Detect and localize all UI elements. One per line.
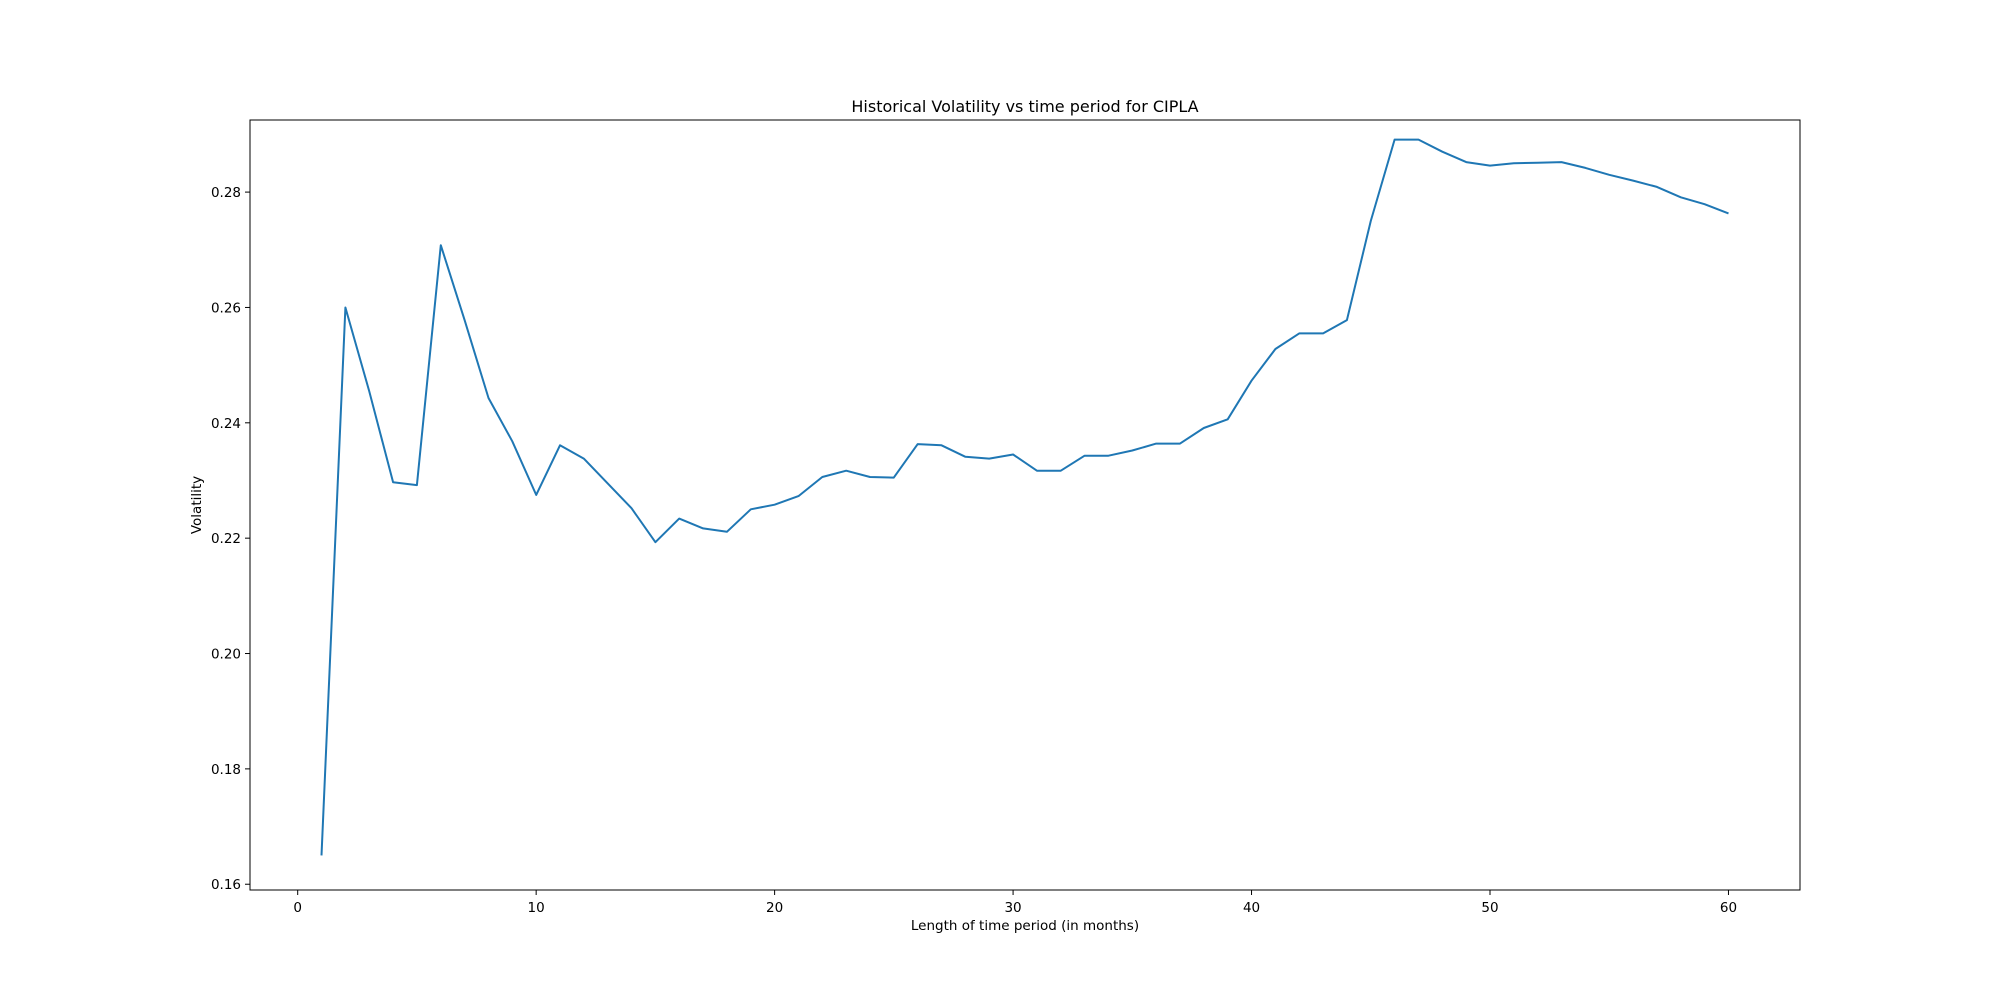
series-line-cipla xyxy=(320,138,1729,856)
y-tick-label: 0.28 xyxy=(211,185,241,201)
y-tick-label: 0.18 xyxy=(211,762,241,778)
y-tick-label: 0.22 xyxy=(211,531,241,547)
y-tick-label: 0.20 xyxy=(211,647,241,663)
y-axis: 0.16 0.18 0.20 0.22 0.24 0.26 0.28 xyxy=(211,185,250,893)
x-tick-label: 30 xyxy=(1004,900,1021,916)
y-axis-label: Volatility xyxy=(189,476,205,534)
x-axis: 0 10 20 30 40 50 60 xyxy=(293,890,1737,916)
chart-title: Historical Volatility vs time period for… xyxy=(851,97,1198,116)
x-axis-label: Length of time period (in months) xyxy=(911,918,1139,934)
x-tick-label: 60 xyxy=(1720,900,1737,916)
x-tick-label: 0 xyxy=(293,900,302,916)
y-tick-label: 0.16 xyxy=(211,877,241,893)
y-tick-label: 0.24 xyxy=(211,416,241,432)
x-tick-label: 40 xyxy=(1243,900,1260,916)
x-tick-label: 20 xyxy=(766,900,783,916)
x-tick-label: 50 xyxy=(1481,900,1498,916)
x-tick-label: 10 xyxy=(528,900,545,916)
y-tick-label: 0.26 xyxy=(211,300,241,316)
plot-area xyxy=(249,119,1801,891)
